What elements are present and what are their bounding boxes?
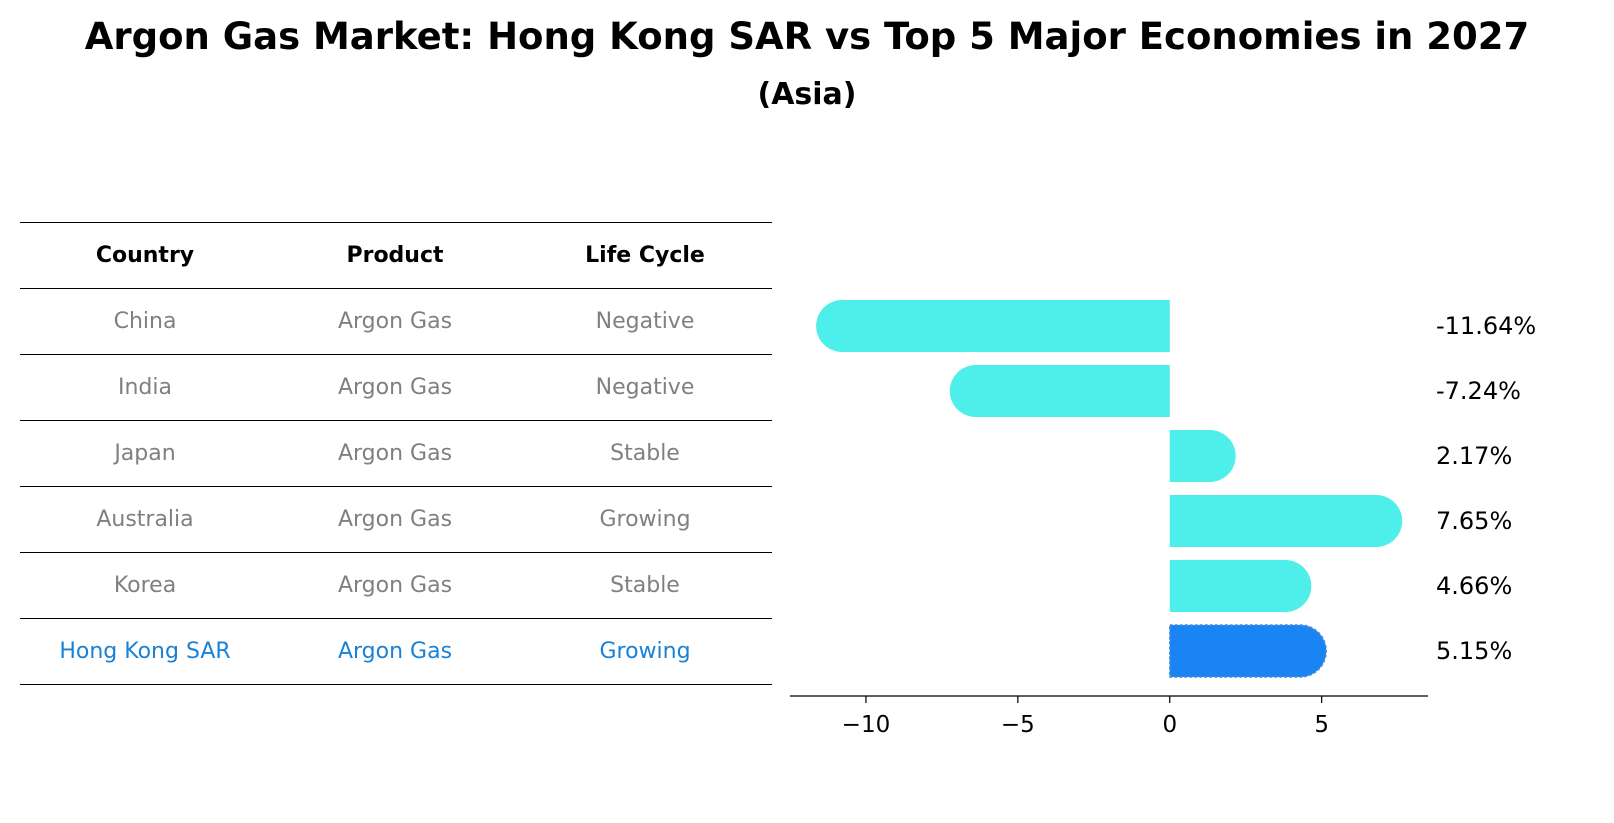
chart-title: Argon Gas Market: Hong Kong SAR vs Top 5… bbox=[84, 15, 1530, 58]
cell-product: Argon Gas bbox=[337, 507, 453, 532]
data-label: 7.65% bbox=[1436, 507, 1512, 535]
data-label: 5.15% bbox=[1436, 637, 1512, 665]
bar bbox=[1169, 430, 1236, 482]
cell-life-cycle: Growing bbox=[599, 507, 691, 532]
cell-life-cycle: Stable bbox=[610, 441, 680, 466]
cell-life-cycle: Stable bbox=[610, 573, 680, 598]
bar bbox=[1169, 560, 1312, 612]
cell-life-cycle: Growing bbox=[599, 639, 691, 664]
bar-highlight bbox=[1169, 624, 1327, 678]
data-label: -7.24% bbox=[1436, 377, 1521, 405]
bar bbox=[816, 300, 1170, 352]
data-label: 2.17% bbox=[1436, 442, 1512, 470]
chart-subtitle: (Asia) bbox=[757, 77, 857, 112]
x-tick-label: −10 bbox=[842, 712, 891, 738]
data-table: Country Product Life Cycle China Argon G… bbox=[20, 222, 772, 685]
x-tick-label: 5 bbox=[1314, 712, 1329, 738]
cell-country: Korea bbox=[113, 573, 177, 598]
table-row: China Argon Gas Negative bbox=[20, 289, 772, 355]
cell-country: China bbox=[113, 309, 177, 334]
table-row-highlight: Hong Kong SAR Argon Gas Growing bbox=[20, 619, 772, 685]
cell-life-cycle: Negative bbox=[595, 375, 695, 400]
cell-product: Argon Gas bbox=[337, 573, 453, 598]
cell-country: Hong Kong SAR bbox=[59, 639, 231, 664]
table-header-row: Country Product Life Cycle bbox=[20, 222, 772, 289]
cell-product: Argon Gas bbox=[337, 375, 453, 400]
header-country: Country bbox=[95, 243, 195, 268]
table-row: Japan Argon Gas Stable bbox=[20, 421, 772, 487]
bar bbox=[949, 365, 1170, 417]
x-tick-label: −5 bbox=[1001, 712, 1035, 738]
header-product: Product bbox=[346, 243, 444, 268]
cell-product: Argon Gas bbox=[337, 639, 453, 664]
bar-chart: -11.64% -7.24% 2.17% 7.65% 4.66% 5.15% −10 −5 0 5 bbox=[790, 300, 1536, 738]
header-life-cycle: Life Cycle bbox=[585, 243, 705, 268]
cell-country: India bbox=[118, 375, 172, 400]
data-label: -11.64% bbox=[1436, 312, 1536, 340]
cell-product: Argon Gas bbox=[337, 441, 453, 466]
data-label: 4.66% bbox=[1436, 572, 1512, 600]
table-row: Australia Argon Gas Growing bbox=[20, 487, 772, 553]
cell-product: Argon Gas bbox=[337, 309, 453, 334]
cell-country: Japan bbox=[114, 441, 176, 466]
table-row: Korea Argon Gas Stable bbox=[20, 553, 772, 619]
x-tick-label: 0 bbox=[1162, 712, 1177, 738]
cell-country: Australia bbox=[96, 507, 194, 532]
table-row: India Argon Gas Negative bbox=[20, 355, 772, 421]
cell-life-cycle: Negative bbox=[595, 309, 695, 334]
bar bbox=[1169, 495, 1403, 547]
